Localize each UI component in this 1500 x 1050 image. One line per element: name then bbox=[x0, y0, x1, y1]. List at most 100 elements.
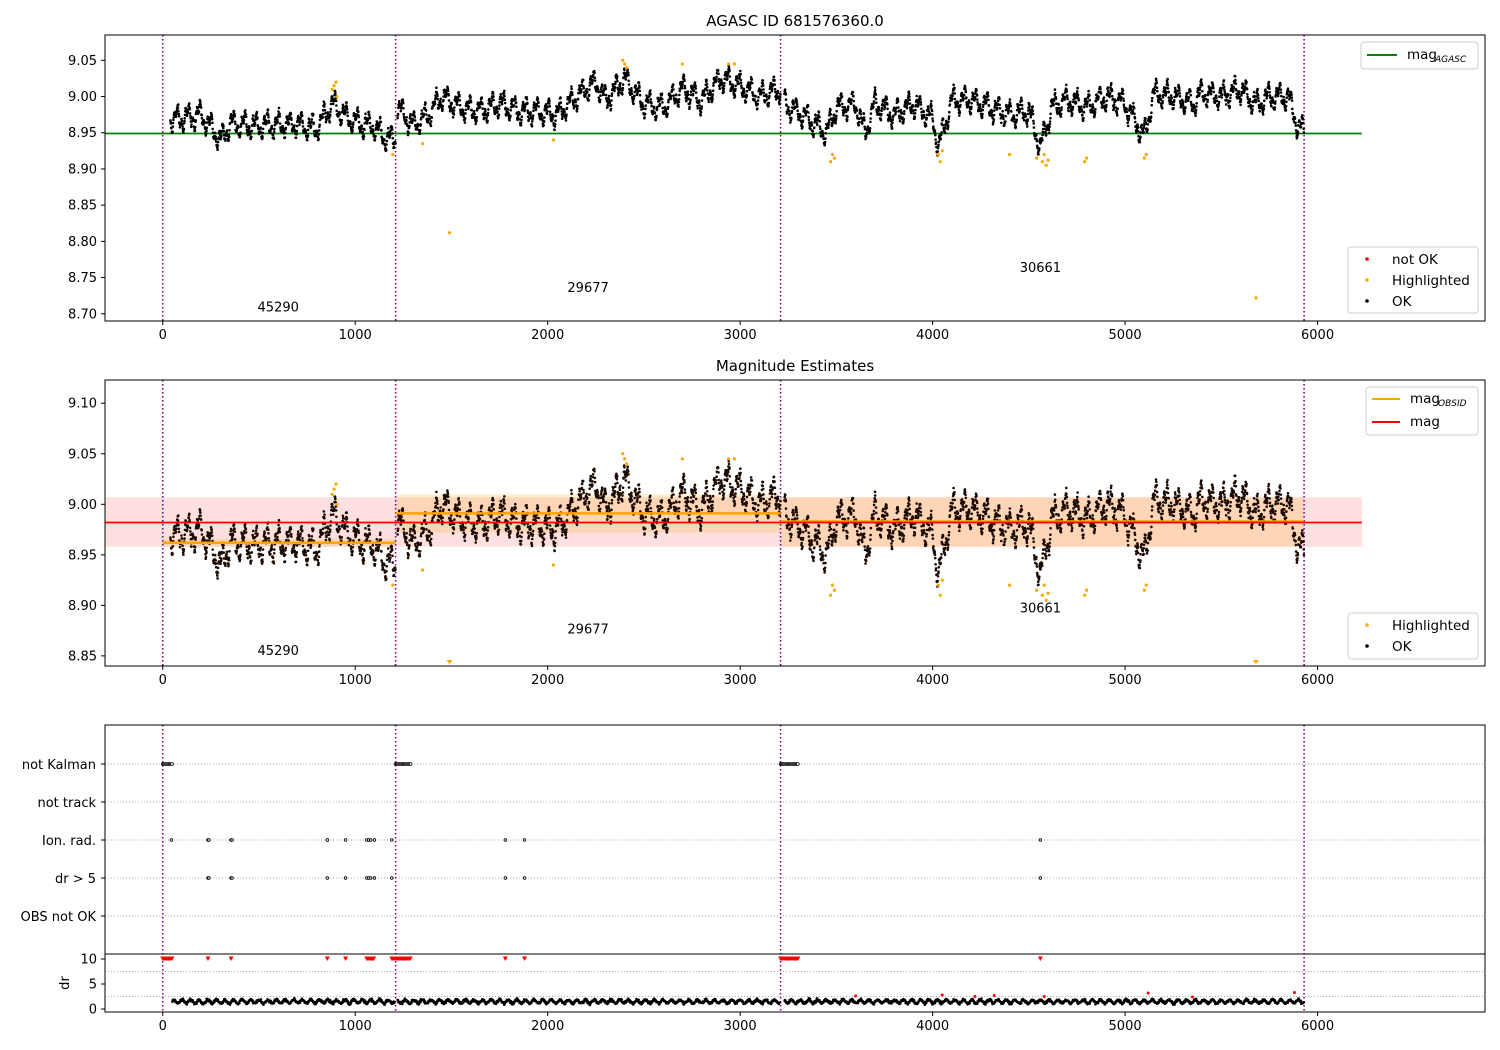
ok-point bbox=[998, 107, 1002, 110]
ok-point bbox=[270, 548, 274, 551]
ok-point bbox=[457, 90, 461, 94]
ok-point bbox=[250, 135, 253, 139]
ok-point bbox=[712, 84, 715, 87]
ok-point bbox=[1059, 115, 1063, 118]
ok-point bbox=[351, 123, 355, 126]
ok-point bbox=[700, 105, 704, 108]
ok-point bbox=[951, 97, 954, 100]
ok-point bbox=[814, 114, 817, 117]
ok-point bbox=[500, 102, 504, 106]
ok-point bbox=[229, 529, 233, 533]
ok-point bbox=[1031, 109, 1035, 113]
ok-point bbox=[290, 123, 294, 126]
ok-point bbox=[1155, 86, 1159, 90]
ok-point bbox=[169, 536, 172, 539]
ok-point bbox=[256, 532, 259, 536]
ok-point bbox=[598, 98, 602, 102]
ok-point bbox=[262, 122, 266, 125]
ok-point bbox=[630, 92, 634, 95]
ok-point bbox=[608, 101, 612, 105]
ok-point bbox=[476, 101, 480, 104]
ok-point bbox=[341, 523, 344, 527]
ok-point bbox=[178, 126, 182, 129]
ok-point bbox=[194, 119, 198, 122]
ok-point bbox=[464, 108, 468, 112]
ok-point bbox=[284, 126, 288, 130]
ok-point bbox=[545, 112, 549, 115]
ok-point bbox=[727, 66, 731, 69]
ok-point bbox=[898, 119, 902, 123]
ok-point bbox=[1173, 99, 1176, 102]
ok-point bbox=[298, 123, 301, 126]
ok-point bbox=[1153, 92, 1156, 95]
ok-point bbox=[973, 96, 977, 99]
ok-point bbox=[1187, 96, 1191, 99]
ok-point bbox=[1226, 93, 1230, 96]
ok-point bbox=[1251, 104, 1254, 108]
ok-point bbox=[632, 102, 635, 106]
ok-point bbox=[474, 122, 478, 126]
ok-point bbox=[1060, 106, 1063, 109]
ok-point bbox=[239, 131, 242, 134]
ok-point bbox=[175, 112, 178, 116]
ok-point bbox=[1131, 110, 1135, 113]
ok-point bbox=[900, 111, 904, 114]
ok-point bbox=[342, 517, 346, 520]
ok-point bbox=[716, 69, 720, 72]
ok-point bbox=[604, 87, 608, 91]
highlighted-point bbox=[623, 62, 627, 66]
ok-point bbox=[953, 86, 956, 90]
ok-point bbox=[1198, 85, 1202, 89]
ok-point bbox=[1024, 115, 1028, 118]
ok-point bbox=[317, 550, 321, 553]
ok-point bbox=[723, 81, 726, 85]
ok-point bbox=[254, 118, 257, 122]
ok-point bbox=[301, 544, 305, 548]
ok-point bbox=[296, 530, 300, 533]
ok-point bbox=[422, 113, 426, 116]
ok-point bbox=[934, 138, 937, 141]
ok-point bbox=[177, 115, 181, 118]
ok-point bbox=[396, 112, 400, 116]
ok-point bbox=[211, 548, 214, 551]
ok-point bbox=[349, 538, 352, 542]
ok-point bbox=[396, 116, 399, 120]
ok-point bbox=[1234, 82, 1238, 85]
ok-point bbox=[946, 124, 950, 127]
obsid-label: 45290 bbox=[258, 301, 299, 316]
ok-point bbox=[188, 112, 192, 115]
ok-point bbox=[861, 122, 864, 125]
ok-point bbox=[329, 107, 333, 111]
ok-point bbox=[807, 118, 811, 121]
legend-marker bbox=[1365, 299, 1369, 303]
ok-point bbox=[285, 538, 288, 542]
ok-point bbox=[446, 87, 450, 91]
ok-point bbox=[1277, 92, 1280, 95]
ok-point bbox=[1094, 108, 1097, 111]
ok-point bbox=[834, 117, 838, 120]
ok-point bbox=[1009, 104, 1013, 108]
ok-point bbox=[756, 102, 760, 106]
ok-point bbox=[354, 117, 358, 120]
ok-point bbox=[638, 89, 642, 93]
ok-point bbox=[1155, 79, 1158, 82]
ok-point bbox=[1127, 117, 1131, 120]
panel-agasc-xtick-label: 1000 bbox=[339, 328, 372, 343]
ok-point bbox=[656, 96, 660, 100]
ok-point bbox=[1246, 93, 1249, 96]
ok-point bbox=[458, 103, 462, 107]
ok-point bbox=[441, 107, 444, 111]
ok-point bbox=[1271, 98, 1275, 102]
ok-point bbox=[1088, 98, 1091, 102]
ok-point bbox=[181, 544, 184, 548]
ok-point bbox=[185, 528, 189, 532]
ok-point bbox=[1091, 103, 1094, 106]
ok-point bbox=[621, 93, 624, 96]
ok-point bbox=[391, 136, 395, 140]
ok-point bbox=[664, 109, 668, 113]
ok-point bbox=[512, 104, 516, 107]
ok-point bbox=[183, 117, 186, 120]
ok-point bbox=[379, 115, 382, 119]
ok-point bbox=[694, 87, 698, 90]
